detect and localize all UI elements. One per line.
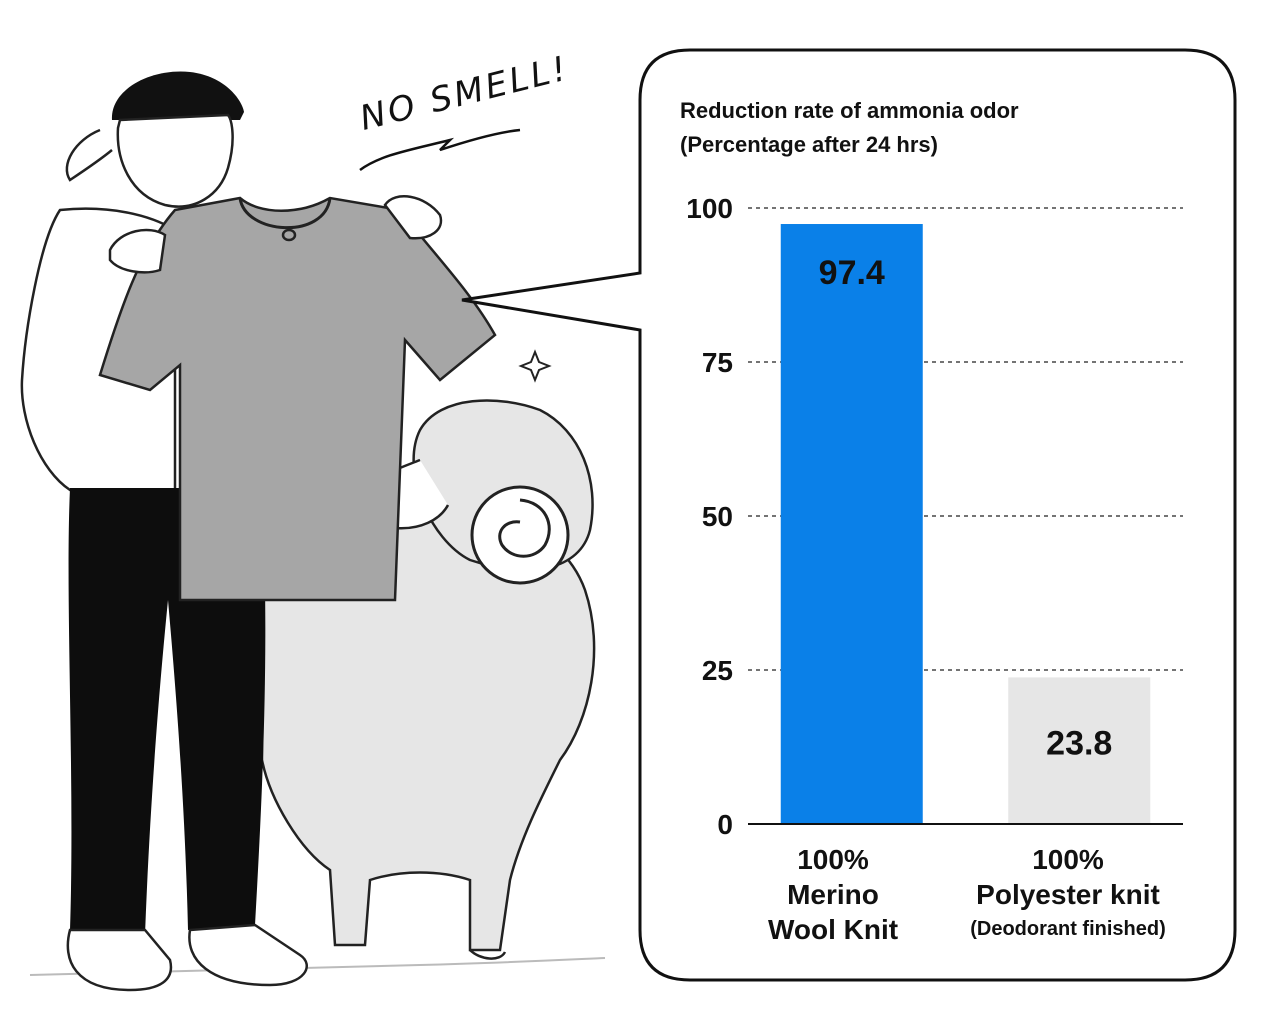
data-label: 97.4 <box>819 254 885 292</box>
person <box>20 71 497 992</box>
person-holding-shirt-with-sheep-illustration <box>20 71 606 992</box>
y-tick-label: 50 <box>702 501 733 532</box>
bar <box>1008 677 1151 824</box>
category-label-line: Polyester knit <box>976 879 1160 910</box>
bar-chart: 0 25 50 75 100 97.4 23.8 <box>686 193 1183 840</box>
y-tick-label: 75 <box>702 347 733 378</box>
category-label-line: Wool Knit <box>767 914 899 945</box>
bar <box>780 224 923 825</box>
category-label-merino: 100% Merino Wool Knit <box>703 842 963 947</box>
category-label-line: 100% <box>797 844 869 875</box>
category-label-polyester: 100% Polyester knit (Deodorant finished) <box>938 842 1198 944</box>
chart-title-line: Reduction rate of ammonia odor <box>680 98 1019 123</box>
data-label: 23.8 <box>1046 724 1112 762</box>
category-label-line: Merino <box>787 879 879 910</box>
y-tick-label: 100 <box>686 193 733 224</box>
sheep <box>259 399 596 960</box>
category-label-line: 100% <box>1032 844 1104 875</box>
y-tick-label: 25 <box>702 655 733 686</box>
chart-title: Reduction rate of ammonia odor (Percenta… <box>680 94 1019 162</box>
chart-subtitle: (Percentage after 24 hrs) <box>680 132 938 157</box>
y-tick-label: 0 <box>717 809 733 840</box>
category-label-note: (Deodorant finished) <box>970 918 1166 940</box>
